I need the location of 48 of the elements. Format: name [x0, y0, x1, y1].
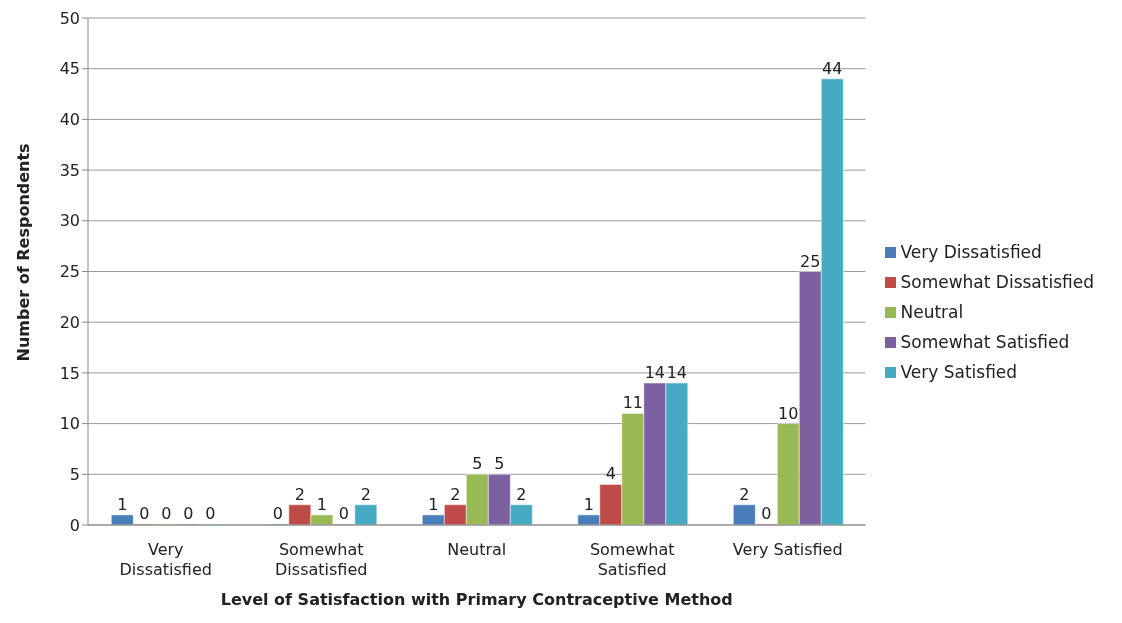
data-label: 0: [161, 504, 172, 523]
data-label: 2: [294, 484, 305, 504]
data-label: 14: [666, 363, 687, 383]
x-tick-label: Somewhat Dissatisfied: [275, 540, 368, 579]
y-tick-label: 15: [59, 363, 80, 383]
data-label: 2: [516, 484, 527, 504]
y-tick-label: 0: [69, 515, 80, 535]
data-label: 1: [316, 494, 327, 514]
y-tick-label: 20: [59, 312, 80, 332]
data-label: 2: [739, 484, 750, 504]
data-label: 10: [778, 403, 799, 423]
legend-label: Very Dissatisfied: [900, 241, 1042, 262]
data-label: 0: [205, 504, 216, 523]
y-tick-label: 30: [59, 211, 80, 231]
x-tick-label: Very Satisfied: [732, 540, 843, 559]
x-axis-title: Level of Satisfaction with Primary Contraceptive Method: [220, 590, 733, 609]
x-tick-label: Somewhat Satisfied: [589, 540, 675, 579]
data-label: 0: [761, 504, 772, 523]
x-tick-label: Neutral: [447, 540, 507, 559]
data-label: 0: [183, 504, 194, 523]
legend-label: Somewhat Satisfied: [900, 331, 1070, 352]
y-tick-label: 25: [59, 262, 80, 282]
y-tick-label: 40: [59, 110, 80, 130]
data-label: 0: [338, 504, 349, 523]
y-tick-label: 35: [59, 160, 80, 180]
data-label: 0: [139, 504, 150, 523]
data-label: 4: [605, 464, 616, 484]
y-axis-title: Number of Respondents: [13, 143, 33, 362]
data-label: 25: [800, 251, 821, 271]
x-tick-label: Very Dissatisfied: [119, 540, 212, 579]
legend-label: Very Satisfied: [900, 361, 1018, 382]
data-label: 1: [117, 494, 128, 514]
legend-label: Somewhat Dissatisfied: [900, 271, 1094, 292]
data-label: 2: [360, 484, 371, 504]
data-label: 2: [450, 484, 461, 504]
y-tick-label: 50: [59, 8, 80, 28]
legend-label: Neutral: [900, 301, 964, 322]
data-label: 5: [494, 454, 505, 474]
data-label: 44: [822, 58, 843, 78]
data-label: 11: [622, 393, 643, 413]
data-label: 5: [472, 454, 483, 474]
data-label: 1: [583, 494, 594, 514]
y-tick-label: 45: [59, 59, 80, 79]
data-label: 1: [428, 494, 439, 514]
y-tick-label: 5: [69, 464, 80, 484]
data-label: 14: [644, 363, 665, 383]
data-label: 0: [272, 504, 283, 523]
y-tick-label: 10: [59, 414, 80, 434]
